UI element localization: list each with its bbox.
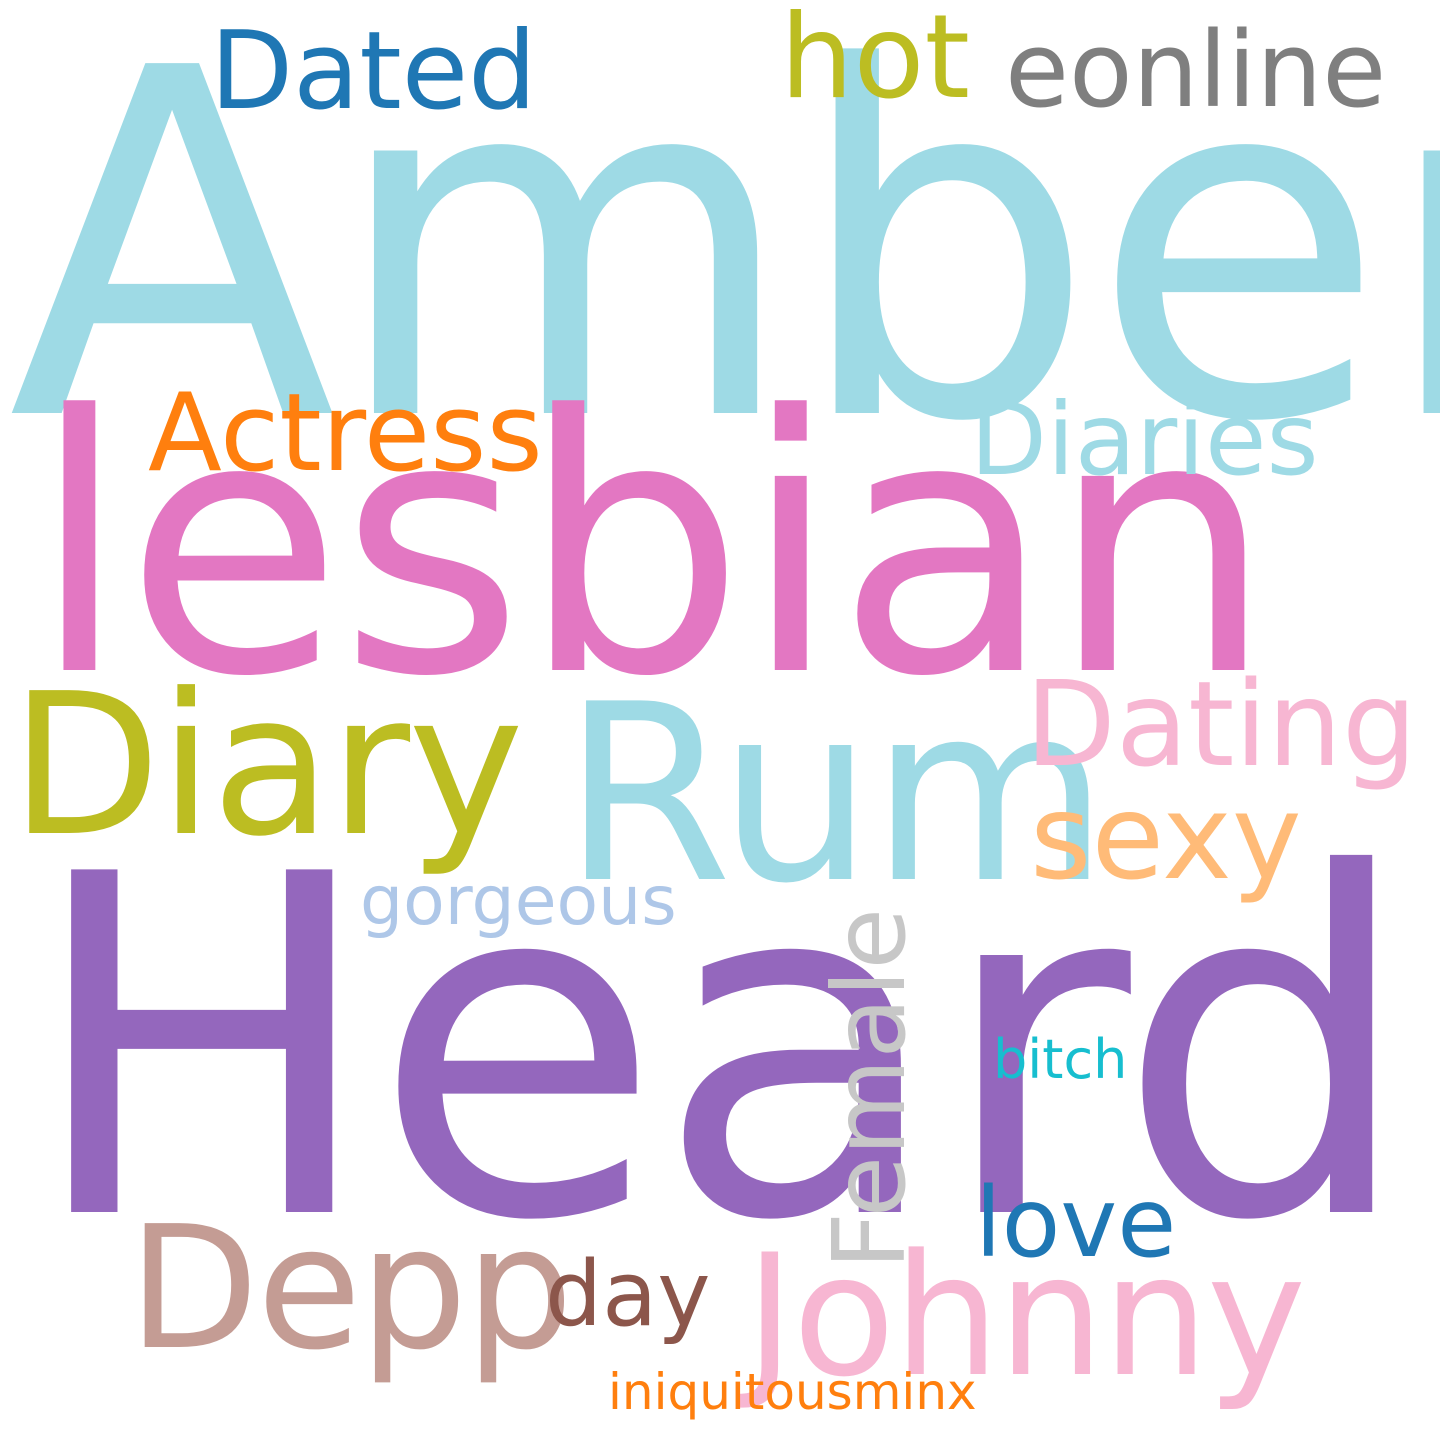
word-eonline: eonline: [1005, 9, 1387, 131]
word-love: love: [975, 1167, 1177, 1279]
word-bitch: bitch: [993, 1028, 1128, 1091]
word-depp: Depp: [128, 1190, 573, 1388]
word-lesbian: lesbian: [30, 340, 1275, 754]
word-rum: Rum: [562, 652, 1109, 937]
word-diaries: Diaries: [970, 381, 1319, 498]
word-amber: Amber: [8, 0, 1440, 527]
word-diary: Diary: [10, 652, 524, 880]
word-actress: Actress: [148, 371, 543, 496]
word-iniquitousminx: iniquitousminx: [608, 1363, 977, 1421]
word-gorgeous: gorgeous: [360, 862, 677, 941]
word-sexy: sexy: [1030, 768, 1302, 906]
word-hot: hot: [780, 0, 970, 125]
word-dated: Dated: [210, 9, 537, 134]
word-female: Female: [811, 908, 928, 1270]
word-dating: Dating: [1025, 655, 1417, 793]
word-heard: Heard: [25, 776, 1415, 1323]
word-johnny: Johnny: [745, 1218, 1306, 1414]
word-day: day: [545, 1242, 711, 1347]
